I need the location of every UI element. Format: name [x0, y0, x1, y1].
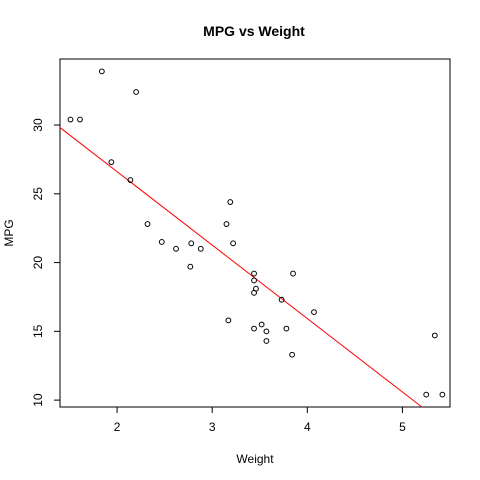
data-point: [278, 296, 285, 303]
x-axis: 2 3 4 5: [114, 407, 406, 434]
data-point: [431, 332, 438, 339]
x-tick-label: 3: [209, 420, 216, 434]
x-tick-label: 4: [304, 420, 311, 434]
x-tick-label: 5: [399, 420, 406, 434]
data-point: [439, 391, 446, 398]
data-point: [263, 328, 270, 335]
points-layer: [67, 68, 446, 398]
data-point: [251, 325, 257, 332]
y-tick-label: 25: [31, 187, 45, 201]
y-tick-label: 20: [31, 256, 45, 270]
data-point: [251, 270, 257, 277]
x-tick-label: 2: [114, 420, 121, 434]
data-point: [173, 245, 179, 252]
data-point: [77, 116, 83, 123]
data-point: [290, 270, 296, 277]
data-point: [423, 391, 430, 398]
fit-line-layer: [59, 127, 423, 408]
data-point: [133, 89, 139, 95]
plot-area-frame: [59, 58, 451, 408]
data-point: [258, 321, 265, 328]
data-point: [251, 277, 257, 284]
data-point: [144, 221, 151, 227]
data-point: [283, 325, 290, 332]
data-point: [253, 285, 259, 292]
data-point: [227, 199, 234, 205]
y-tick-label: 30: [31, 118, 45, 132]
data-point: [127, 177, 134, 183]
data-point: [67, 116, 74, 123]
data-point: [108, 159, 115, 166]
regression-line: [59, 127, 423, 408]
x-axis-label: Weight: [236, 452, 274, 466]
y-axis: 10 15 20 25 30: [31, 118, 60, 407]
y-tick-label: 15: [31, 324, 45, 338]
data-point: [188, 240, 195, 247]
data-point: [158, 239, 165, 245]
data-point: [197, 245, 204, 252]
data-point: [98, 68, 105, 75]
data-point: [223, 221, 230, 227]
data-point: [311, 309, 317, 315]
y-axis-label: MPG: [2, 219, 16, 246]
data-point: [230, 240, 237, 247]
data-point: [187, 263, 194, 270]
data-point: [289, 351, 295, 358]
chart-title: MPG vs Weight: [203, 23, 305, 39]
data-point: [225, 317, 232, 324]
y-tick-label: 10: [31, 393, 45, 407]
data-point: [263, 338, 270, 344]
